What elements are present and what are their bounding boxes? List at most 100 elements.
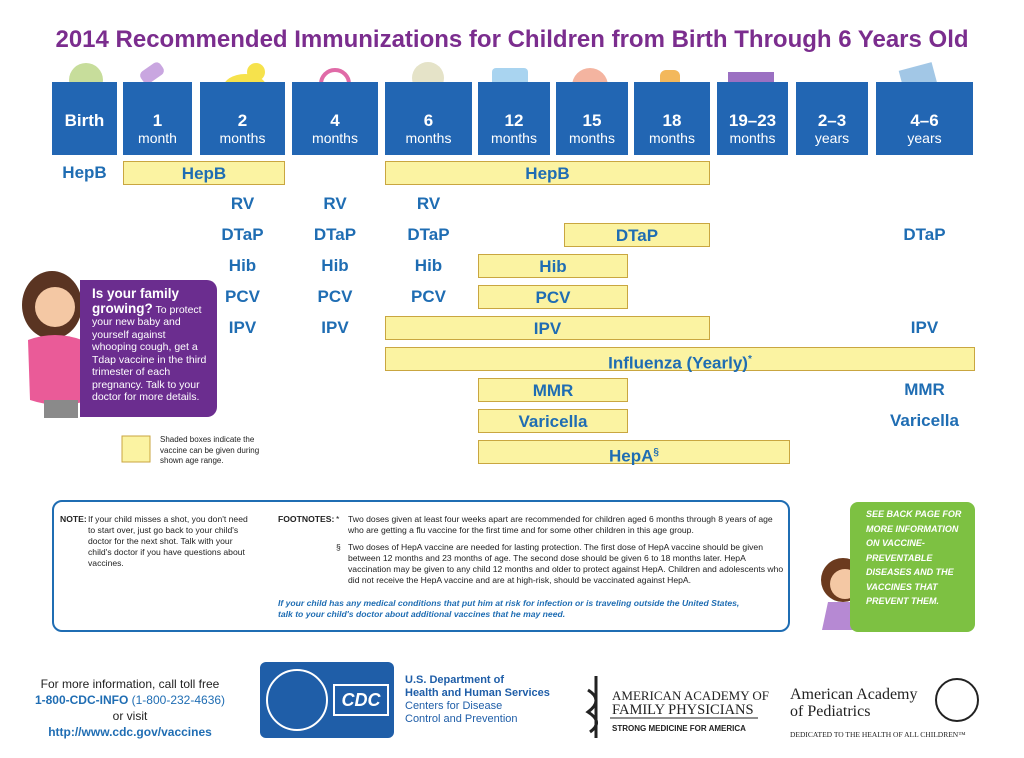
age-number: 2–3: [817, 111, 847, 130]
vaccine-label: IPV: [282, 316, 388, 340]
vaccine-label: PCV: [375, 285, 482, 309]
age-unit: months: [649, 130, 695, 146]
footnote-text: Two doses of HepA vaccine are needed for…: [348, 542, 784, 585]
vaccine-bar: HepA§: [478, 440, 790, 466]
vaccine-bar: DTaP: [564, 223, 710, 247]
aafp-name: FAMILY PHYSICIANS: [612, 702, 754, 718]
footnote: § Two doses of HepA vaccine are needed fo…: [336, 542, 788, 586]
contact-phone-alt: (1-800-232-4636): [131, 693, 226, 707]
callout-heading: Is your family growing?: [92, 286, 180, 316]
age-number: 4–6: [910, 111, 939, 130]
vaccine-label: DTaP: [190, 223, 295, 247]
vaccine-name: DTaP: [615, 226, 659, 245]
age-column: 12 months: [478, 82, 550, 155]
age-number: 19–23: [728, 111, 777, 130]
vaccine-name: MMR: [532, 381, 574, 400]
footnote-symbol: §: [336, 542, 341, 552]
footnotes-closing: If your child has any medical conditions…: [278, 598, 740, 619]
age-unit: months: [569, 130, 615, 146]
vaccine-label: DTaP: [866, 223, 983, 247]
vaccine-bar: MMR: [478, 378, 628, 402]
vaccine-name: RV: [323, 194, 347, 213]
age-number: 6: [423, 111, 434, 130]
vaccine-label: RV: [282, 192, 388, 216]
contact-phone: 1-800-CDC-INFO: [34, 693, 129, 707]
vaccine-label: IPV: [190, 316, 295, 340]
back-page-note: SEE BACK PAGE FOR MORE INFORMATION ON VA…: [850, 502, 975, 632]
vaccine-bar: Varicella: [478, 409, 628, 433]
age-unit: month: [138, 130, 177, 146]
vaccine-bar: HepB: [123, 161, 285, 185]
age-column: 1 month: [123, 82, 192, 155]
age-column: 4–6 years: [876, 82, 973, 155]
contact-url[interactable]: http://www.cdc.gov/vaccines: [48, 725, 212, 739]
age-column: Birth: [52, 82, 117, 155]
vaccine-bar: IPV: [385, 316, 710, 340]
age-number: 12: [504, 111, 524, 130]
age-unit: months: [405, 130, 452, 146]
vaccine-bar: Hib: [478, 254, 628, 278]
back-page-text: SEE BACK PAGE FOR MORE INFORMATION ON VA…: [866, 509, 962, 606]
aap: American Academy of Pediatrics DEDICATED…: [790, 686, 966, 739]
vaccine-name: PCV: [317, 287, 353, 306]
note-label: NOTE:: [60, 514, 87, 524]
age-number: Birth: [64, 111, 105, 130]
footnote-mark: §: [653, 447, 659, 458]
vaccine-label: RV: [375, 192, 482, 216]
vaccine-name: HepB: [62, 163, 107, 182]
age-number: 18: [662, 111, 682, 130]
vaccine-name: DTaP: [903, 225, 946, 244]
vaccine-name: PCV: [411, 287, 446, 306]
legend-text: Shaded boxes indicate the vaccine can be…: [160, 435, 260, 465]
vaccine-label: PCV: [282, 285, 388, 309]
note-text: If your child misses a shot, you don't n…: [88, 514, 248, 568]
age-number: 1: [152, 111, 163, 130]
vaccine-label: Hib: [282, 254, 388, 278]
contact-line: For more information, call toll free: [40, 677, 220, 691]
contact: For more information, call toll free 1-8…: [30, 676, 230, 740]
age-column: 6 months: [385, 82, 472, 155]
age-column: 2 months: [200, 82, 285, 155]
vaccine-bar: PCV: [478, 285, 628, 309]
age-unit: months: [729, 130, 776, 146]
footnote-mark: *: [747, 354, 752, 365]
footnotes: * Two doses given at least four weeks apa…: [336, 514, 788, 592]
vaccine-label: Hib: [375, 254, 482, 278]
vaccine-label: Varicella: [866, 409, 983, 433]
age-column: 15 months: [556, 82, 628, 155]
aafp-tagline: STRONG MEDICINE FOR AMERICA: [612, 724, 746, 733]
vaccine-name: HepB: [525, 164, 570, 183]
aap-tagline: DEDICATED TO THE HEALTH OF ALL CHILDREN™: [790, 730, 966, 739]
vaccine-label: IPV: [866, 316, 983, 340]
vaccine-label: RV: [190, 192, 295, 216]
aap-name: American Academy: [790, 686, 918, 703]
footnotes-label: FOOTNOTES:: [278, 514, 335, 524]
vaccine-name: Hib: [228, 256, 257, 275]
title: 2014 Recommended Immunizations for Child…: [55, 26, 969, 53]
age-column: 18 months: [634, 82, 710, 155]
contact-or: or visit: [112, 709, 148, 723]
hhs-line: Centers for Disease: [405, 700, 503, 712]
age-unit: years: [907, 130, 942, 146]
age-number: 4: [330, 111, 340, 130]
vaccine-name: HepA: [609, 446, 654, 466]
callout: Is your family growing? To protect your …: [80, 280, 217, 417]
vaccine-bar: Influenza (Yearly)*: [385, 347, 975, 373]
age-column: 19–23 months: [717, 82, 788, 155]
vaccine-name: RV: [416, 194, 441, 213]
vaccine-name: MMR: [904, 380, 945, 399]
vaccine-label: HepB: [42, 161, 127, 185]
vaccine-name: DTaP: [407, 225, 450, 244]
vaccine-label: MMR: [866, 378, 983, 402]
hhs-line: Control and Prevention: [405, 713, 518, 725]
vaccine-name: IPV: [228, 318, 257, 337]
aafp: AMERICAN ACADEMY OF FAMILY PHYSICIANS ST…: [612, 688, 769, 733]
age-number: 15: [582, 111, 602, 130]
vaccine-name: RV: [230, 194, 255, 213]
age-column: 2–3 years: [796, 82, 868, 155]
vaccine-name: IPV: [321, 318, 349, 337]
vaccine-name: DTaP: [313, 225, 357, 244]
legend-swatch: [121, 435, 151, 463]
vaccine-name: HepB: [181, 164, 227, 183]
